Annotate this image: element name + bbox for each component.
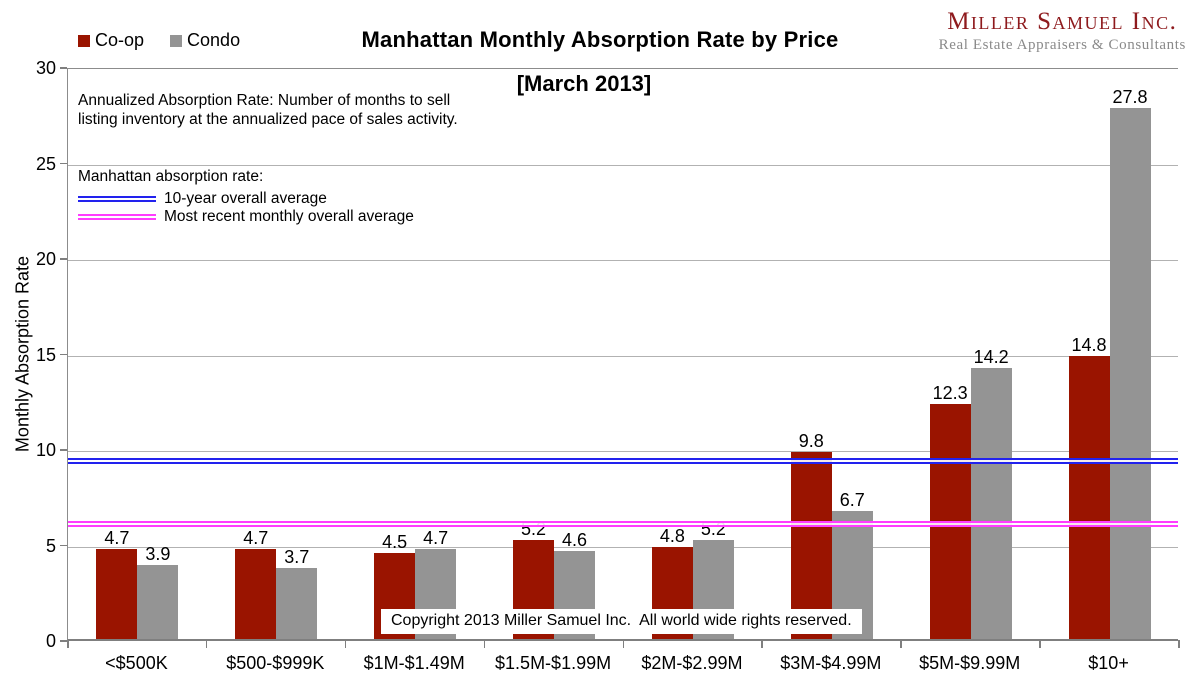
definition-note: Annualized Absorption Rate: Number of mo… xyxy=(78,92,458,128)
bar-value-label: 6.7 xyxy=(839,490,865,511)
average-line-label: Most recent monthly overall average xyxy=(164,208,414,225)
x-tick-mark xyxy=(67,640,69,648)
y-tick-mark xyxy=(60,258,67,260)
y-tick-mark xyxy=(60,162,67,164)
bar-group: 5.2 4.6 xyxy=(485,69,624,639)
x-category-label: $10+ xyxy=(1088,653,1129,673)
x-tick-mark xyxy=(761,640,763,648)
chart-subtitle: [March 2013] xyxy=(516,71,652,96)
x-category-label: $1.5M-$1.99M xyxy=(495,653,612,673)
bar-value-label: 27.8 xyxy=(1112,87,1148,108)
bar-condo xyxy=(1109,108,1151,639)
company-logo: Miller Samuel Inc. Real Estate Appraiser… xyxy=(939,8,1186,54)
x-tick-mark xyxy=(900,640,902,648)
y-tick-label: 20 xyxy=(35,249,56,269)
company-name: Miller Samuel Inc. xyxy=(947,8,1178,35)
gridline-25 xyxy=(68,164,1178,166)
bar-group: 4.7 3.7 xyxy=(207,69,346,639)
bar-value-label: 3.9 xyxy=(145,543,171,564)
x-tick-mark xyxy=(1178,640,1180,648)
x-tick-mark xyxy=(205,640,208,648)
y-tick-label: 5 xyxy=(45,535,56,556)
average-line-swatch xyxy=(78,196,156,202)
gridline-5 xyxy=(68,546,1178,548)
x-category-label: $500-$999K xyxy=(226,653,325,673)
bar-value-label: 4.8 xyxy=(659,526,685,547)
averages-note-row: 10-year overall average xyxy=(78,190,327,208)
bar-group: 9.8 6.7 xyxy=(762,69,901,639)
y-tick-mark xyxy=(60,353,67,355)
x-tick-mark xyxy=(344,640,347,648)
gridline-20 xyxy=(68,260,1178,261)
gridline-15 xyxy=(68,355,1178,357)
y-tick-mark xyxy=(60,67,67,69)
legend-label: Condo xyxy=(187,30,241,50)
x-tick-mark xyxy=(622,640,624,648)
average-line-label: 10-year overall average xyxy=(164,190,327,207)
x-category-label: $2M-$2.99M xyxy=(641,653,743,673)
bar-group: 4.5 4.7 xyxy=(346,69,485,639)
legend-item-condo: Condo xyxy=(170,30,240,51)
bar-group: 4.7 3.9 xyxy=(68,69,207,639)
y-tick-mark xyxy=(60,449,67,451)
x-category-label: $5M-$9.99M xyxy=(919,653,1021,673)
bar-value-label: 14.2 xyxy=(973,346,1009,367)
bar-value-label: 3.7 xyxy=(284,547,310,568)
y-tick-label: 30 xyxy=(35,58,56,78)
bar-co-op xyxy=(790,451,832,639)
bar-co-op xyxy=(96,549,138,639)
bar-value-label: 12.3 xyxy=(932,383,968,404)
series-legend: Co-op Condo xyxy=(78,30,240,51)
reference-line-blue xyxy=(68,457,1178,464)
y-tick-mark xyxy=(60,544,67,546)
bar-value-label: 4.6 xyxy=(562,530,588,551)
bar-value-label: 9.8 xyxy=(798,430,824,451)
bar-group: 14.8 27.8 xyxy=(1040,69,1179,639)
y-tick-label: 25 xyxy=(35,153,56,174)
reference-line-magenta xyxy=(68,520,1178,527)
y-tick-mark xyxy=(60,640,67,642)
y-tick-label: 15 xyxy=(35,344,56,365)
bar-group: 4.8 5.2 xyxy=(624,69,763,639)
bar-co-op xyxy=(1068,356,1110,639)
bar-condo xyxy=(970,367,1012,639)
x-tick-mark xyxy=(483,640,486,648)
legend-swatch-icon xyxy=(170,34,183,47)
company-tagline: Real Estate Appraisers & Consultants xyxy=(938,37,1186,53)
bar-value-label: 4.7 xyxy=(104,528,130,549)
y-tick-label: 0 xyxy=(45,631,56,651)
bar-value-label: 4.7 xyxy=(423,528,449,549)
plot-area: 4.7 3.9 4.7 3.7 4.5 4.7 5.2 4.6 4.8 5.2 9.8 6.7 12.3… xyxy=(67,68,1178,641)
legend-item-co-op: Co-op xyxy=(78,30,144,51)
bar-value-label: 4.7 xyxy=(243,528,269,549)
bar-condo xyxy=(137,564,179,639)
bar-group: 12.3 14.2 xyxy=(901,69,1040,639)
bar-value-label: 14.8 xyxy=(1071,335,1107,356)
legend-label: Co-op xyxy=(95,30,145,50)
y-tick-label: 10 xyxy=(35,440,56,460)
x-category-label: <$500K xyxy=(105,653,168,673)
average-line-swatch xyxy=(78,214,156,220)
chart-title: Manhattan Monthly Absorption Rate by Pri… xyxy=(361,27,839,52)
x-tick-mark xyxy=(1039,640,1041,648)
x-category-label: $1M-$1.49M xyxy=(363,653,465,673)
copyright-notice: Copyright 2013 Miller Samuel Inc. All wo… xyxy=(381,609,862,634)
averages-note-title: Manhattan absorption rate: xyxy=(78,168,264,185)
bar-value-label: 4.5 xyxy=(382,532,408,553)
gridline-10 xyxy=(68,451,1178,452)
x-category-label: $3M-$4.99M xyxy=(780,653,882,673)
bar-co-op xyxy=(235,549,277,639)
legend-swatch-icon xyxy=(78,34,90,47)
bar-condo xyxy=(276,568,318,639)
averages-note-row: Most recent monthly overall average xyxy=(78,208,414,226)
